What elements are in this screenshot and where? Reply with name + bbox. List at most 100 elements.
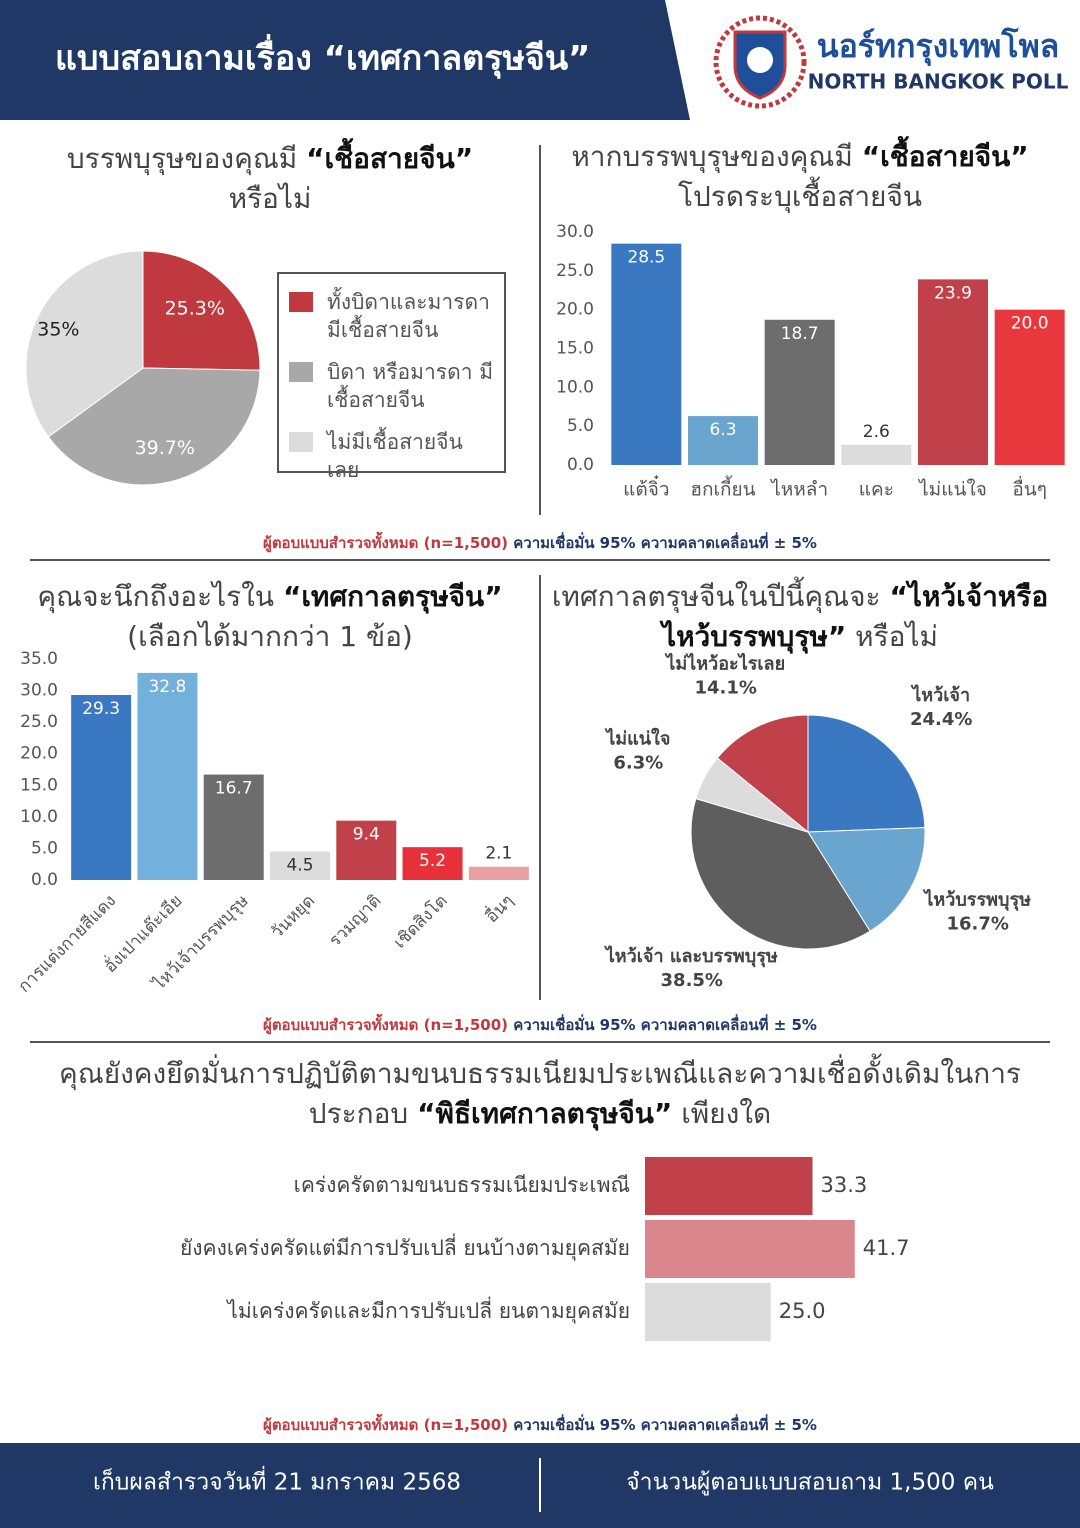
slice-name: ไหว้บรรพบุรุษ bbox=[922, 888, 1031, 911]
legend-item: ไม่มีเชื้อสายจีนเลย bbox=[289, 428, 494, 484]
slice-name: ไม่แน่ใจ bbox=[604, 728, 670, 750]
slice-label: 6.3% bbox=[613, 753, 663, 774]
title-part: คุณยังคงยึดมั่นการปฏิบัติตามขนบธรรมเนียม… bbox=[59, 1053, 1021, 1091]
value-label: 9.4 bbox=[353, 825, 380, 845]
y-tick-label: 15.0 bbox=[556, 339, 594, 359]
x-tick-label: แคะ bbox=[859, 479, 894, 501]
legend-label: ไม่มีเชื้อสายจีนเลย bbox=[327, 430, 463, 482]
value-label: 6.3 bbox=[709, 420, 736, 440]
slice-name: ไม่ไหว้อะไรเลย bbox=[664, 653, 785, 675]
chart-title: (เลือกได้มากกว่า 1 ข้อ) bbox=[127, 620, 413, 653]
bar bbox=[994, 309, 1065, 465]
brand-en: NORTH BANGKOK POLL bbox=[808, 70, 1069, 94]
x-tick-label: ฮกเกี้ยน bbox=[690, 476, 755, 501]
x-tick-label: ไม่แน่ใจ bbox=[917, 479, 987, 501]
pie-slice bbox=[716, 714, 809, 834]
slice-label: 14.1% bbox=[694, 678, 756, 699]
y-tick-label: 20.0 bbox=[556, 300, 594, 320]
value-label: 25.0 bbox=[779, 1299, 826, 1323]
title-part: “เชื้อสายจีน” bbox=[862, 135, 1029, 173]
value-label: 2.1 bbox=[485, 844, 512, 864]
category-label: เคร่งครัดตามขนบธรรมเนียมประเพณี bbox=[294, 1173, 630, 1197]
chart-title: เทศกาลตรุษจีนในปีนี้คุณจะ “ไหว้เจ้าหรือ bbox=[552, 576, 1048, 614]
slice-label: 38.5% bbox=[661, 970, 723, 991]
bar bbox=[336, 820, 397, 880]
value-label: 16.7 bbox=[215, 779, 253, 799]
bar bbox=[71, 694, 132, 880]
title-part: ประกอบ bbox=[309, 1097, 417, 1130]
value-label: 20.0 bbox=[1011, 314, 1049, 334]
legend-swatch bbox=[289, 292, 313, 312]
survey-note: ผู้ตอบแบบสำรวจทั้งหมด (n=1,500) ความเชื่… bbox=[263, 1013, 817, 1035]
value-label: 4.5 bbox=[286, 856, 313, 876]
value-label: 18.7 bbox=[781, 324, 819, 344]
pie-slice bbox=[47, 367, 261, 486]
category-label: ยังคงเคร่งครัดแต่มีการปรับเปลี่ ยนบ้างตา… bbox=[180, 1233, 630, 1261]
pie-slice bbox=[142, 250, 261, 371]
bar bbox=[468, 866, 529, 880]
legend-swatch bbox=[289, 362, 313, 382]
value-label: 2.6 bbox=[863, 422, 890, 442]
y-tick-label: 0.0 bbox=[567, 455, 594, 475]
bar bbox=[688, 416, 758, 465]
y-tick-label: 20.0 bbox=[20, 744, 58, 764]
legend-label: บิดา หรือมารดา มีเชื้อสายจีน bbox=[327, 360, 494, 412]
note-sample: ผู้ตอบแบบสำรวจทั้งหมด (n=1,500) bbox=[263, 1413, 508, 1435]
title-part: “พิธีเทศกาลตรุษจีน” bbox=[417, 1097, 672, 1131]
x-tick-label: การแต่งกายสีแดง bbox=[14, 891, 120, 997]
header-band bbox=[0, 0, 690, 120]
y-tick-label: 35.0 bbox=[20, 649, 58, 669]
value-label: 32.8 bbox=[148, 677, 186, 697]
bar bbox=[611, 243, 682, 465]
y-tick-label: 0.0 bbox=[31, 870, 58, 890]
bar bbox=[203, 774, 264, 880]
x-tick-label: อื่นๆ bbox=[1012, 476, 1047, 501]
bar bbox=[841, 444, 912, 465]
title-part: (เลือกได้มากกว่า 1 ข้อ) bbox=[127, 620, 413, 653]
y-tick-label: 25.0 bbox=[556, 261, 594, 281]
title-part: บรรพบุรุษของคุณมี bbox=[67, 142, 306, 176]
slice-label: 16.7% bbox=[946, 913, 1008, 934]
header-title: แบบสอบถามเรื่อง “เทศกาลตรุษจีน” bbox=[55, 34, 590, 80]
y-tick-label: 10.0 bbox=[20, 807, 58, 827]
bar bbox=[918, 279, 988, 465]
slice-label: 35% bbox=[37, 318, 79, 340]
value-label: 41.7 bbox=[863, 1236, 910, 1260]
chart-title: ประกอบ “พิธีเทศกาลตรุษจีน” เพียงใด bbox=[309, 1097, 771, 1131]
pie-slice bbox=[690, 798, 871, 950]
bar bbox=[764, 319, 835, 465]
y-tick-label: 15.0 bbox=[20, 775, 58, 795]
legend-swatch bbox=[289, 432, 313, 452]
category-label: ไม่เคร่งครัดและมีการปรับเปลี่ ยนตามยุคสม… bbox=[225, 1296, 630, 1324]
title-part: “ไหว้เจ้าหรือ bbox=[889, 580, 1048, 613]
slice-name: ไหว้เจ้า และบรรพบุรุษ bbox=[604, 945, 778, 968]
bar bbox=[402, 847, 463, 880]
slice-name: ไหว้เจ้า bbox=[910, 684, 970, 706]
bar bbox=[645, 1157, 813, 1215]
value-label: 29.3 bbox=[82, 699, 120, 719]
title-part: หากบรรพบุรุษของคุณมี bbox=[571, 140, 861, 174]
logo bbox=[713, 15, 807, 109]
bar bbox=[137, 672, 198, 880]
chart-title: คุณจะนึกถึงอะไรใน “เทศกาลตรุษจีน” bbox=[37, 580, 502, 614]
slice-label: 24.4% bbox=[910, 709, 972, 730]
legend-label: ทั้งบิดาและมารดา มีเชื้อสายจีน bbox=[327, 290, 490, 342]
slice-label: 25.3% bbox=[165, 297, 225, 319]
slice-label: 39.7% bbox=[135, 437, 195, 459]
y-tick-label: 10.0 bbox=[556, 377, 594, 397]
y-tick-label: 25.0 bbox=[20, 712, 58, 732]
value-label: 28.5 bbox=[627, 248, 665, 268]
value-label: 23.9 bbox=[934, 283, 972, 303]
x-tick-label: แต้จิ๋ว bbox=[623, 475, 669, 501]
legend-item: ทั้งบิดาและมารดา มีเชื้อสายจีน bbox=[289, 288, 494, 344]
title-part: หรือไม่ bbox=[846, 620, 938, 653]
value-label: 5.2 bbox=[419, 851, 446, 871]
note-sample: ผู้ตอบแบบสำรวจทั้งหมด (n=1,500) bbox=[263, 531, 508, 553]
brand: นอร์ทกรุงเทพโพล bbox=[817, 27, 1060, 67]
legend-item: บิดา หรือมารดา มีเชื้อสายจีน bbox=[289, 358, 494, 414]
title-part: เพียงใด bbox=[672, 1097, 771, 1130]
chart-title: หากบรรพบุรุษของคุณมี “เชื้อสายจีน” bbox=[571, 135, 1028, 174]
bar bbox=[270, 851, 330, 880]
note-confidence: ความเชื่อมั่น 95% ความคลาดเคลื่อนที่ ± 5… bbox=[508, 532, 817, 552]
